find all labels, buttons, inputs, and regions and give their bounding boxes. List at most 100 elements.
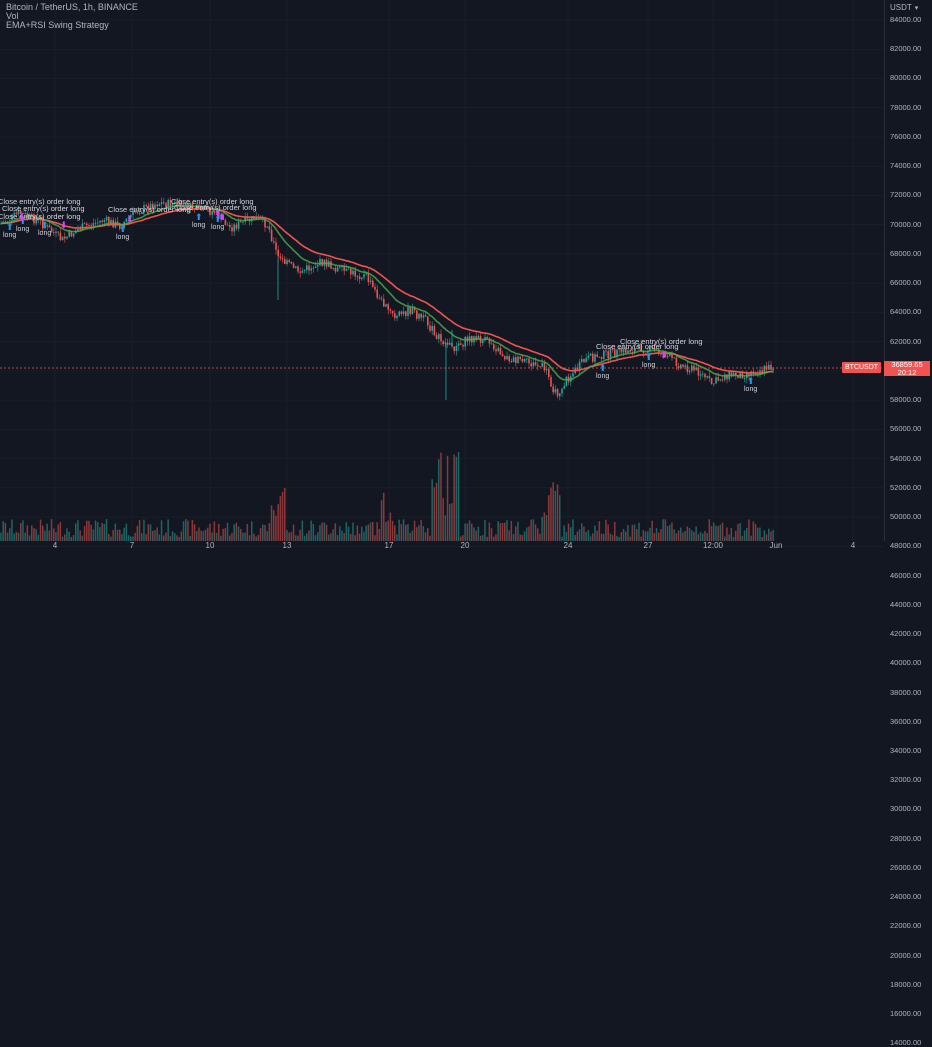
volume-bar (90, 524, 92, 541)
volume-bar (303, 535, 306, 541)
volume-bar (169, 536, 172, 541)
candle-body (446, 342, 449, 345)
volume-bar (163, 535, 165, 541)
volume-bar (253, 533, 255, 541)
candle-body (442, 341, 444, 345)
candle-body (224, 219, 227, 226)
last-price-box: 36859.65 20:12 (884, 361, 930, 376)
candle-body (530, 363, 532, 367)
candle-body (143, 205, 145, 213)
volume-bar (486, 536, 488, 541)
volume-bar (81, 535, 84, 541)
candle-body (125, 218, 128, 222)
volume-bar (534, 524, 537, 541)
volume-bar (541, 516, 543, 541)
candle-body (750, 371, 752, 376)
long-entry-arrow-icon: ⬆ (214, 214, 222, 224)
candle-body (664, 352, 667, 358)
volume-bar (176, 535, 178, 541)
candle-body (526, 358, 528, 360)
time-axis-label: 12:00 (702, 541, 724, 550)
candle-body (444, 342, 447, 345)
candle-body (649, 345, 651, 351)
candle-body (609, 349, 612, 359)
candle-body (11, 214, 13, 221)
volume-bar (158, 534, 161, 541)
volume-bar (125, 523, 128, 541)
strategy-label[interactable]: EMA+RSI Swing Strategy (6, 20, 109, 30)
price-axis[interactable] (884, 0, 932, 541)
price-axis-label: 78000.00 (890, 102, 922, 112)
price-axis-label: 56000.00 (890, 424, 922, 434)
candle-body (519, 356, 521, 360)
volume-bar (367, 524, 370, 541)
currency-unit-selector[interactable]: USDT ▾ (890, 3, 918, 12)
volume-bar (493, 536, 495, 541)
candle-body (532, 362, 535, 367)
candle-body (134, 210, 136, 213)
long-entry-arrow-icon: ⬆ (645, 352, 653, 362)
candle-body (31, 214, 33, 215)
price-axis-label: 58000.00 (890, 395, 922, 405)
candle-body (387, 304, 389, 310)
volume-bar (378, 528, 381, 541)
candle-body (215, 210, 218, 213)
symbol-price-tag: BTCUSDT (842, 362, 882, 373)
price-axis-label: 22000.00 (890, 921, 922, 931)
long-entry-label: long (211, 224, 225, 231)
volume-bar (182, 521, 185, 541)
candle-body (761, 370, 763, 372)
candle-body (180, 200, 183, 207)
volume-indicator-label[interactable]: Vol (6, 11, 19, 21)
volume-bar (710, 526, 713, 541)
candle-body (226, 224, 229, 226)
chart-legend: Bitcoin / TetherUS, 1h, BINANCE Vol EMA+… (6, 3, 138, 30)
candle-body (671, 353, 673, 358)
candle-body (127, 217, 130, 219)
volume-bar (409, 532, 411, 541)
candle-body (266, 226, 268, 228)
candle-body (539, 366, 541, 368)
volume-bar (341, 530, 343, 541)
candle-body (433, 326, 436, 336)
volume-bar (301, 520, 304, 541)
candle-body (178, 200, 180, 206)
candle-body (435, 335, 438, 339)
price-chart[interactable] (0, 0, 932, 550)
candle-body (233, 224, 235, 232)
volume-bar (671, 522, 673, 541)
candle-body (398, 311, 400, 316)
candle-body (402, 311, 405, 315)
volume-bar (402, 519, 405, 541)
price-axis-label: 28000.00 (890, 833, 922, 843)
volume-bar (171, 531, 174, 541)
candle-body (174, 202, 176, 204)
volume-bar (728, 534, 730, 541)
volume-bar (218, 523, 220, 541)
candle-body (737, 375, 739, 379)
candle-body (119, 223, 121, 229)
symbol-title[interactable]: Bitcoin / TetherUS, 1h, BINANCE (6, 2, 138, 12)
close-entry-annotation: Close entry(s) order long (0, 212, 81, 221)
candle-body (211, 211, 213, 215)
volume-bar (581, 523, 583, 541)
candle-body (356, 276, 359, 278)
volume-bar (431, 479, 433, 541)
volume-bar (636, 529, 638, 541)
long-entry-label: long (642, 362, 656, 369)
candle-body (136, 212, 139, 214)
close-entry-annotation: Close entry(s) order long (0, 197, 81, 206)
volume-bar (295, 535, 297, 541)
volume-bar (2, 521, 4, 541)
volume-bar (680, 527, 682, 541)
candle-body (730, 371, 733, 376)
candle-body (264, 217, 266, 228)
price-axis-label: 48000.00 (890, 541, 922, 551)
volume-bar (565, 532, 568, 541)
candle-body (154, 204, 156, 210)
candle-body (251, 215, 253, 222)
candle-body (691, 365, 693, 371)
price-axis-label: 52000.00 (890, 482, 922, 492)
candle-body (697, 367, 700, 376)
volume-bar (455, 456, 458, 541)
